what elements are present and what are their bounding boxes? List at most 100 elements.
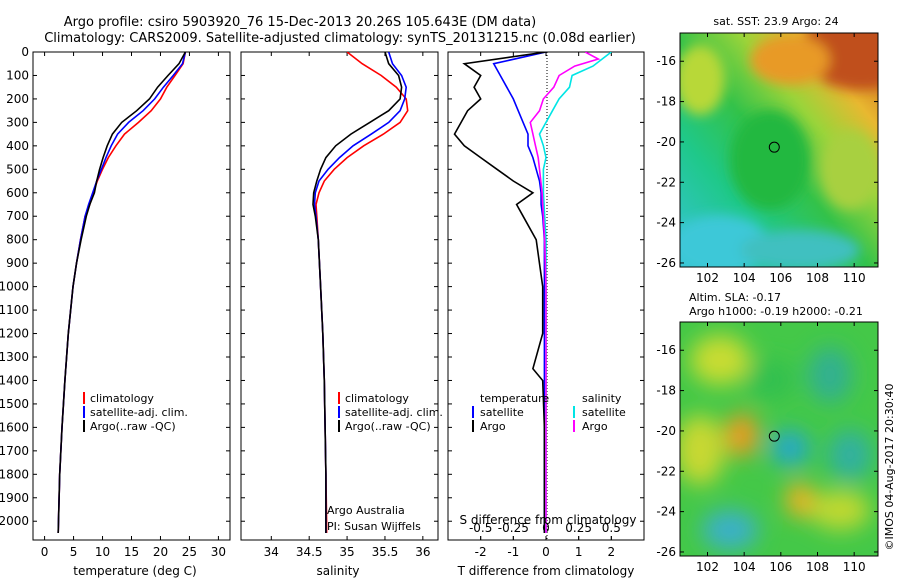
difference-x-axis: -2 -1 0 1 2-0.5 -0.25 0 0.25 0.5	[469, 52, 621, 559]
x-tick-label: 25	[182, 545, 197, 559]
map-x-tick-label: 102	[696, 271, 719, 285]
figure-title-line2: Climatology: CARS2009. Satellite-adjuste…	[44, 31, 636, 46]
sla-argo-location-marker	[768, 430, 780, 442]
map-y-tick-label: -22	[656, 175, 676, 189]
sla-teal-blob	[702, 510, 758, 550]
sst-yellow-blob	[680, 45, 725, 115]
difference-xlabel-bottom: T difference from climatology	[457, 564, 635, 578]
difference-xlabel-top: S difference from climatology	[460, 513, 637, 527]
x-tick-label: 5	[70, 545, 78, 559]
x-tick-label: 2	[608, 545, 616, 559]
sst-green-blob	[730, 110, 810, 210]
x-tick-label: -1	[507, 545, 519, 559]
depth-tick-label: 1900	[0, 491, 29, 505]
sla-map-axes: 102 104 106 108 110 -16 -18 -20 -22 -24 -26	[656, 322, 878, 574]
x-tick-label-top: 0.5	[602, 521, 621, 535]
x-tick-label: 1	[575, 545, 583, 559]
sst-blobs	[680, 33, 878, 267]
diff-salinity-argo-line	[529, 52, 601, 533]
temperature-argo-line	[57, 52, 187, 534]
sla-blobs	[680, 335, 872, 550]
map-x-tick-label: 110	[843, 271, 866, 285]
x-tick-label: -2	[475, 545, 487, 559]
legend-label-satellite: satellite-adj. clim.	[345, 406, 443, 419]
sla-yellow-blob	[680, 415, 725, 485]
map-x-tick-label: 104	[733, 271, 756, 285]
sla-orange-blob	[726, 413, 758, 457]
map-y-tick-label: -18	[656, 95, 676, 109]
legend-label-climatology: climatology	[345, 392, 409, 405]
legend-label-climatology: climatology	[90, 392, 154, 405]
legend-label-argo: Argo(..raw -QC)	[90, 420, 176, 433]
depth-tick-label: 1400	[0, 373, 29, 387]
salinity-argo-line	[312, 52, 403, 533]
depth-tick-label: 300	[6, 115, 29, 129]
x-tick-label: 0	[41, 545, 49, 559]
sla-map-title-line2: Argo h1000: -0.19 h2000: -0.21	[689, 305, 863, 318]
map-y-tick-label: -18	[656, 384, 676, 398]
depth-tick-label: 600	[6, 186, 29, 200]
map-y-tick-label: -26	[656, 545, 676, 559]
map-y-tick-label: -16	[656, 54, 676, 68]
sst-cool-blob	[740, 230, 860, 267]
temperature-lines	[57, 52, 187, 534]
sst-map-title: sat. SST: 23.9 Argo: 24	[713, 15, 838, 28]
difference-lines	[453, 52, 612, 533]
depth-tick-label: 0	[21, 45, 29, 59]
map-x-tick-label: 104	[733, 560, 756, 574]
legend-label-argo: Argo(..raw -QC)	[345, 420, 431, 433]
map-x-tick-label: 110	[843, 560, 866, 574]
difference-legend: temperature satellite Argo salinity sate…	[472, 392, 626, 433]
depth-tick-label: 100	[6, 68, 29, 82]
figure-title-line1: Argo profile: csiro 5903920_76 15-Dec-20…	[64, 15, 536, 30]
sst-map-image	[680, 33, 878, 267]
temperature-xlabel: temperature (deg C)	[73, 564, 196, 578]
sla-teal-blob	[828, 430, 872, 480]
sla-orange-blob	[786, 482, 814, 518]
map-x-tick-label: 102	[696, 560, 719, 574]
legend-title-salinity: salinity	[582, 392, 622, 405]
sla-yellow-blob	[690, 335, 750, 385]
x-tick-label-top: -0.5	[469, 521, 492, 535]
depth-tick-label: 800	[6, 233, 29, 247]
temperature-x-axis: 0 5 10 15 20 25 30	[41, 52, 226, 559]
salinity-lines	[312, 52, 409, 533]
sla-teal-blob	[808, 347, 852, 403]
map-x-tick-label: 108	[806, 560, 829, 574]
depth-tick-label: 200	[6, 92, 29, 106]
map-y-tick-label: -26	[656, 256, 676, 270]
sst-warm-blob	[750, 35, 830, 85]
legend-label-s-satellite: satellite	[582, 406, 626, 419]
temperature-legend: climatology satellite-adj. clim. Argo(..…	[83, 392, 188, 433]
x-tick-label: 36	[415, 545, 430, 559]
x-tick-label-top: -0.25	[498, 521, 529, 535]
depth-tick-label: 2000	[0, 514, 29, 528]
map-y-tick-label: -24	[656, 505, 676, 519]
depth-tick-label: 1200	[0, 327, 29, 341]
depth-tick-label: 1700	[0, 444, 29, 458]
x-tick-label: 34.5	[296, 545, 323, 559]
x-tick-label: 10	[95, 545, 110, 559]
sst-map-frame	[679, 32, 879, 268]
sst-map-axes: 102 104 106 108 110 -16 -18 -20 -22 -24 -26	[656, 33, 878, 285]
sla-map-title-line1: Altim. SLA: -0.17	[689, 291, 781, 304]
x-tick-label: 35	[339, 545, 354, 559]
depth-tick-label: 1100	[0, 303, 29, 317]
sla-green-blob	[745, 360, 795, 400]
sla-map-frame	[679, 321, 879, 557]
depth-tick-label: 500	[6, 162, 29, 176]
sst-yellow-blob	[820, 130, 878, 210]
depth-tick-label: 1000	[0, 280, 29, 294]
salinity-x-axis: 34 34.5 35 35.5 36	[264, 52, 430, 559]
salinity-annotation-line2: PI: Susan Wijffels	[327, 520, 421, 533]
sst-argo-location-marker	[768, 141, 780, 153]
depth-tick-label: 900	[6, 256, 29, 270]
legend-title-temperature: temperature	[480, 392, 549, 405]
x-tick-label: 15	[124, 545, 139, 559]
sla-teal-blob	[770, 430, 810, 466]
map-x-tick-label: 106	[769, 271, 792, 285]
x-tick-label-top: 0.25	[565, 521, 592, 535]
sla-yellow-blob	[810, 490, 870, 530]
map-y-tick-label: -22	[656, 464, 676, 478]
